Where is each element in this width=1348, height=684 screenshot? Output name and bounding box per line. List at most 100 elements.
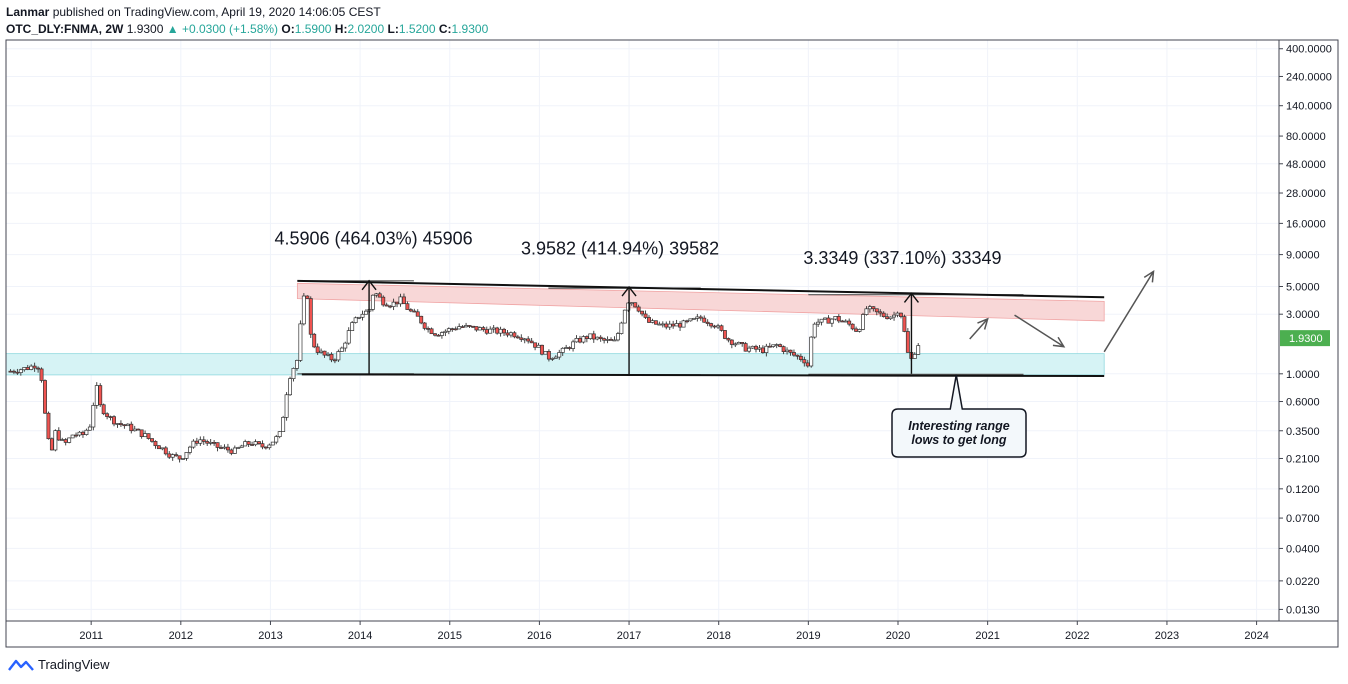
candle [740, 342, 745, 347]
candle-body [77, 431, 82, 436]
candle-body [747, 347, 752, 352]
candle [605, 336, 610, 344]
candle-body [836, 316, 841, 322]
candle-body [11, 370, 16, 373]
candle-body [419, 315, 424, 324]
candle-body [305, 295, 310, 299]
up-triangle-icon: ▲ [166, 22, 179, 36]
candle-body [381, 296, 386, 306]
candle-body [136, 428, 141, 431]
candle [788, 349, 793, 356]
publish-info: Lanmar published on TradingView.com, Apr… [6, 5, 381, 19]
candle [560, 347, 565, 356]
ohlc-legend: OTC_DLY:FNMA, 2W 1.9300 ▲ +0.0300 (+1.58… [6, 22, 488, 36]
candle [578, 335, 582, 344]
candle-body [260, 443, 265, 448]
candle [357, 316, 362, 320]
candle-body [484, 329, 489, 334]
candle [350, 320, 355, 331]
candle-body [156, 445, 161, 450]
candle-body [288, 378, 292, 396]
candle-body [222, 446, 227, 449]
candle [812, 322, 817, 339]
candle-body [778, 344, 783, 347]
candle [219, 445, 223, 450]
candle-body [453, 328, 458, 331]
candle [246, 440, 251, 448]
candle [112, 415, 116, 427]
candle [760, 345, 765, 354]
price-tick-label: 0.0400 [1286, 543, 1320, 555]
candle-body [360, 313, 365, 318]
candle-body [429, 328, 434, 335]
candle-body [319, 350, 324, 353]
candle [905, 328, 910, 353]
candle [854, 326, 859, 332]
candle-body [122, 424, 127, 427]
candle-body [43, 380, 47, 414]
price-tick-label: 3.0000 [1286, 309, 1320, 321]
candle [750, 345, 755, 349]
candle [819, 318, 824, 326]
candle [381, 295, 386, 307]
measure-arrowhead [903, 292, 919, 303]
candle-body [833, 316, 838, 320]
candle-body [357, 316, 362, 319]
symbol-label[interactable]: OTC_DLY:FNMA, 2W [6, 22, 124, 36]
candle-body [22, 367, 27, 371]
tradingview-logo[interactable]: TradingView [8, 657, 110, 672]
candle [360, 310, 365, 321]
candle-body [87, 426, 92, 431]
candle [481, 325, 486, 332]
candle [53, 429, 58, 452]
price-tick-label: 0.2100 [1286, 453, 1320, 465]
candle-body [457, 326, 462, 330]
candle [491, 325, 496, 333]
candle-body [602, 338, 607, 341]
candle-body [36, 367, 41, 370]
candle-body [550, 358, 555, 360]
low-value: 1.5200 [398, 22, 436, 36]
candle [602, 337, 607, 344]
candle-body [508, 332, 513, 336]
time-axis-frame [5, 620, 1339, 648]
candle-body [191, 440, 196, 448]
candle [74, 432, 79, 438]
candle-body [129, 423, 134, 432]
candle [239, 444, 244, 448]
candle-body [785, 349, 790, 353]
candle-body [519, 337, 524, 340]
candle [474, 326, 479, 332]
open-label: O: [281, 22, 295, 36]
candle [70, 434, 75, 439]
candle [719, 324, 724, 332]
candle-body [474, 326, 479, 331]
candle [188, 445, 192, 455]
candle-body [39, 368, 44, 381]
candle [253, 439, 258, 447]
candle [270, 441, 275, 446]
candle-body [146, 433, 151, 439]
candle-body [588, 333, 593, 339]
candle-body [150, 438, 154, 442]
callout-text-line1: Interesting range [908, 419, 1009, 433]
candle [132, 425, 137, 432]
candle-body [691, 318, 696, 320]
candle [257, 440, 261, 445]
candle [250, 441, 255, 446]
candle [429, 327, 434, 335]
candle [312, 332, 317, 349]
candle [295, 359, 299, 371]
candle-body [705, 321, 710, 324]
candle [515, 334, 520, 339]
candle-body [719, 325, 724, 331]
candle [281, 415, 286, 432]
candle-body [529, 340, 534, 344]
candle [315, 343, 320, 355]
candle-body [688, 318, 693, 322]
time-tick-label: 2022 [1065, 630, 1089, 642]
candle [163, 446, 168, 456]
candle-body [740, 342, 745, 344]
time-tick-label: 2021 [975, 630, 999, 642]
